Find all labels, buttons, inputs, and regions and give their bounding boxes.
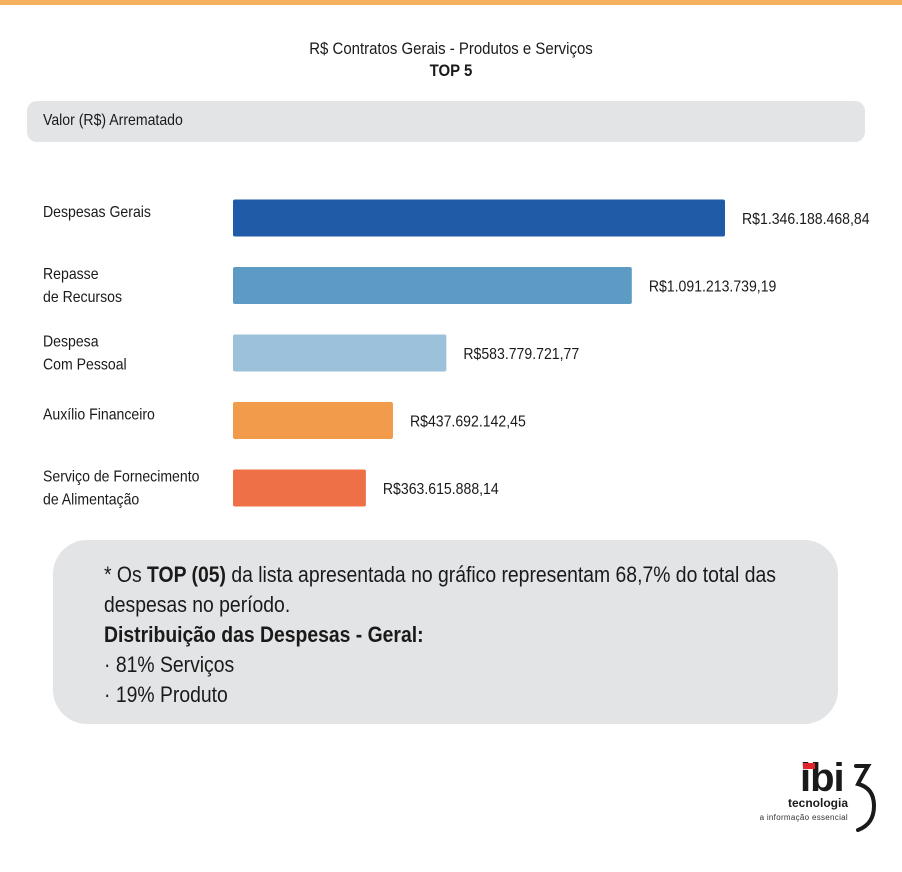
logo-accent-mark xyxy=(803,763,815,769)
value-label-servico-de-fornecimento-de-alimentacao: R$363.615.888,14 xyxy=(383,480,499,498)
note-line-1: * Os TOP (05) da lista apresentada no gr… xyxy=(104,560,776,590)
value-label-auxilio-financeiro: R$437.692.142,45 xyxy=(410,413,526,431)
bar-repasse-de-recursos xyxy=(233,267,632,304)
logo-name: tecnologia xyxy=(787,796,848,810)
category-label-despesa-com-pessoal: Despesa Com Pessoal xyxy=(43,333,127,374)
bar-despesas-gerais xyxy=(233,199,725,237)
bar-auxilio-financeiro xyxy=(233,402,393,439)
category-label-repasse-de-recursos: Repasse de Recursos xyxy=(43,265,122,306)
note-line-1-suffix: da lista apresentada no gráfico represen… xyxy=(225,562,776,587)
category-label-servico-de-fornecimento-de-alimentacao: Serviço de Fornecimento de Alimentação xyxy=(43,468,199,509)
logo-tagline: a informação essencial xyxy=(759,813,848,822)
top-accent-rule xyxy=(0,0,902,5)
note-text: * Os TOP (05) da lista apresentada no gr… xyxy=(104,560,776,710)
ibi-logo: ibi tecnologia a informação essencial xyxy=(759,756,880,832)
chart-title: R$ Contratos Gerais - Produtos e Serviço… xyxy=(309,39,593,58)
note-line-2: despesas no período. xyxy=(104,592,291,617)
metric-header-bar: Valor (R$) Arrematado xyxy=(27,101,865,142)
note-heading: Distribuição das Despesas - Geral: xyxy=(104,622,424,647)
metric-label: Valor (R$) Arrematado xyxy=(43,112,183,129)
category-label-auxilio-financeiro: Auxílio Financeiro xyxy=(43,406,155,424)
note-item-servicos: · 81% Serviços xyxy=(104,652,235,677)
value-label-despesas-gerais: R$1.346.188.468,84 xyxy=(742,210,870,228)
bar-servico-de-fornecimento-de-alimentacao xyxy=(233,469,366,507)
chart-header: R$ Contratos Gerais - Produtos e Serviço… xyxy=(0,38,902,82)
note-line-1-bold: TOP (05) xyxy=(147,562,226,587)
note-item-produto: · 19% Produto xyxy=(104,682,228,707)
note-panel: * Os TOP (05) da lista apresentada no gr… xyxy=(53,540,838,724)
chart-subtitle: TOP 5 xyxy=(429,61,473,80)
value-label-despesa-com-pessoal: R$583.779.721,77 xyxy=(463,345,579,363)
bar-despesa-com-pessoal xyxy=(233,334,447,372)
logo-curve-icon xyxy=(854,764,877,832)
value-label-repasse-de-recursos: R$1.091.213.739,19 xyxy=(649,278,777,296)
category-label-despesas-gerais: Despesas Gerais xyxy=(43,203,151,221)
bar-chart: Despesas Gerais R$1.346.188.468,84 Repasse… xyxy=(43,199,870,509)
note-line-1-prefix: * Os xyxy=(104,562,148,587)
